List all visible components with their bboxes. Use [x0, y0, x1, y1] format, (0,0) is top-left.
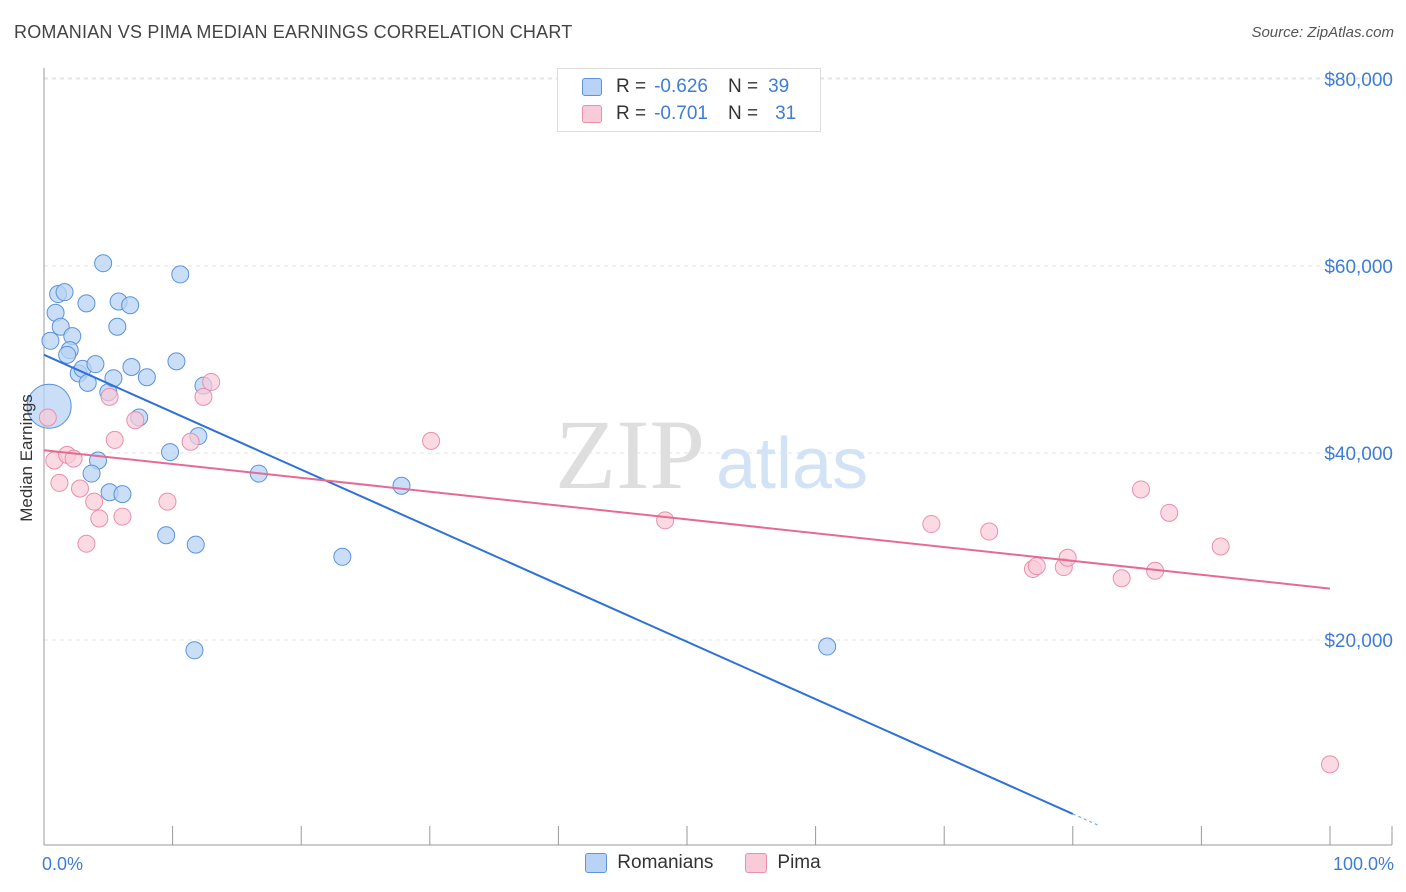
pima-point: [113, 507, 132, 526]
romanians-point: [167, 352, 186, 371]
pima-point: [202, 372, 221, 391]
legend-n-value: 39: [768, 76, 790, 97]
romanians-point: [94, 254, 113, 273]
series-legend-pima[interactable]: Pima: [745, 852, 821, 874]
romanians-trend-extension: [1072, 813, 1099, 826]
pima-point: [194, 387, 213, 406]
pima-point: [1058, 548, 1077, 567]
pima-label: Pima: [777, 852, 821, 873]
legend-r-label: R =: [616, 76, 647, 97]
pima-swatch: [745, 853, 768, 873]
pima-trend-line: [43, 449, 1331, 590]
pima-points: [38, 372, 1339, 774]
legend-n-label: N =: [727, 76, 759, 97]
pima-point: [100, 387, 119, 406]
y-tick-label: $80,000: [1324, 70, 1393, 91]
chart-title: ROMANIAN VS PIMA MEDIAN EARNINGS CORRELA…: [14, 22, 573, 42]
romanians-point: [137, 368, 156, 387]
pima-point: [71, 479, 90, 498]
pima-point: [181, 432, 200, 451]
romanians-point: [818, 637, 837, 656]
romanians-label: Romanians: [617, 852, 714, 873]
legend-n-label: N =: [727, 103, 759, 124]
y-axis-label: Median Earnings: [17, 394, 36, 522]
pima-point: [105, 430, 124, 449]
pima-point: [38, 408, 57, 427]
pima-point: [1211, 537, 1230, 556]
axes: [43, 68, 1393, 846]
correlation-legend: R = -0.626 N = 39 R = -0.701 N = 31: [557, 68, 821, 132]
pima-swatch: [582, 105, 602, 123]
pima-point: [1112, 569, 1131, 588]
romanians-trend-line: [43, 353, 1074, 815]
romanians-point: [58, 345, 77, 364]
legend-r-value: -0.626: [654, 76, 708, 97]
romanians-point: [171, 265, 190, 284]
pima-point: [90, 509, 109, 528]
romanians-point: [121, 296, 140, 315]
romanians-point: [157, 526, 176, 545]
series-legend-romanians[interactable]: Romanians: [585, 852, 713, 874]
x-tick-label: 100.0%: [1333, 854, 1394, 874]
pima-point: [85, 492, 104, 511]
legend-row-pima: R = -0.701 N = 31: [582, 100, 796, 128]
legend-row-romanians: R = -0.626 N = 39: [582, 73, 789, 101]
pima-point: [1321, 755, 1339, 774]
romanians-point: [26, 383, 72, 429]
tick-labels: $20,000 $40,000 $60,000 $80,000 0.0% 100.0%: [42, 70, 1394, 874]
y-tick-label: $20,000: [1324, 631, 1393, 652]
romanians-point: [392, 476, 411, 495]
romanians-point: [185, 641, 204, 660]
pima-point: [1027, 557, 1046, 576]
romanians-point: [55, 283, 74, 302]
y-tick-label: $40,000: [1324, 444, 1393, 465]
gridlines: [44, 77, 1392, 641]
romanians-point: [108, 317, 127, 336]
romanians-point: [122, 357, 141, 376]
watermark-zip: ZIP: [555, 399, 705, 510]
romanians-points: [26, 254, 837, 660]
romanians-point: [333, 547, 352, 566]
watermark-atlas: atlas: [716, 424, 868, 504]
romanians-point: [161, 443, 180, 462]
legend-n-value: 31: [775, 103, 797, 124]
pima-point: [50, 473, 69, 492]
pima-point: [656, 511, 675, 530]
x-tick-label: 0.0%: [42, 854, 83, 874]
pima-point: [158, 492, 177, 511]
pima-point: [422, 431, 441, 450]
romanians-swatch: [582, 78, 602, 96]
source-credit: Source: ZipAtlas.com: [1251, 24, 1394, 41]
romanians-point: [86, 355, 105, 374]
legend-r-label: R =: [616, 103, 647, 124]
romanians-point: [113, 485, 132, 504]
romanians-point: [186, 535, 205, 554]
romanians-point: [77, 294, 96, 313]
pima-point: [77, 534, 96, 553]
pima-point: [1160, 503, 1179, 522]
pima-point: [980, 522, 999, 541]
romanians-point: [82, 464, 101, 483]
pima-point: [922, 515, 941, 534]
romanians-point: [41, 331, 60, 350]
legend-r-value: -0.701: [654, 103, 708, 124]
trend-lines: [43, 353, 1331, 826]
romanians-swatch: [585, 853, 608, 873]
series-legend: Romanians Pima: [0, 852, 1406, 874]
y-tick-label: $60,000: [1324, 257, 1393, 278]
pima-point: [1131, 480, 1150, 499]
pima-point: [126, 411, 145, 430]
